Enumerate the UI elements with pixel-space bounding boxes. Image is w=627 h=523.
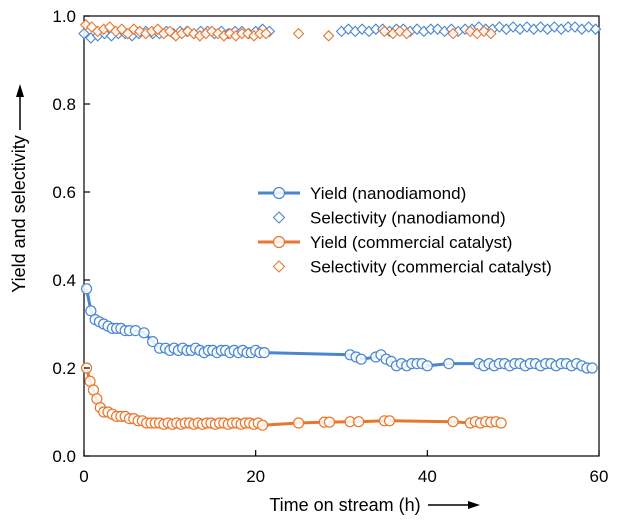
legend-item: Selectivity (nanodiamond) bbox=[272, 209, 506, 228]
series-line bbox=[85, 288, 593, 370]
y-tick-label: 0.0 bbox=[52, 447, 76, 466]
legend: Yield (nanodiamond) Selectivity (nanodiam… bbox=[258, 184, 552, 277]
data-point bbox=[292, 417, 305, 429]
legend-label: Yield (nanodiamond) bbox=[310, 184, 466, 203]
series-yield-commercial-catalyst bbox=[80, 362, 507, 431]
data-point bbox=[272, 235, 286, 249]
data-point bbox=[164, 25, 176, 38]
y-axis-arrow bbox=[16, 84, 24, 130]
x-tick-label: 60 bbox=[590, 467, 609, 486]
legend-item: Yield (nanodiamond) bbox=[258, 184, 466, 203]
data-point bbox=[586, 362, 598, 374]
data-point bbox=[147, 336, 159, 348]
data-point bbox=[589, 23, 602, 35]
x-tick-label: 20 bbox=[246, 467, 265, 486]
x-tick-label: 40 bbox=[418, 467, 437, 486]
data-point bbox=[447, 416, 459, 428]
data-point bbox=[323, 416, 336, 428]
x-axis-label: Time on stream (h) bbox=[269, 495, 420, 515]
data-point bbox=[260, 27, 272, 40]
data-point bbox=[85, 305, 97, 317]
y-tick-label: 0.2 bbox=[52, 359, 76, 378]
data-point bbox=[383, 415, 396, 427]
axes: 0 20 40 60 0.0 0.2 0.4 0.6 0.8 1.0 bbox=[52, 7, 608, 486]
plot-area bbox=[83, 15, 600, 457]
data-point bbox=[353, 416, 365, 428]
series-marks bbox=[78, 19, 602, 431]
data-point bbox=[478, 25, 490, 38]
legend-item: Selectivity (commercial catalyst) bbox=[272, 258, 552, 277]
y-tick-label: 0.6 bbox=[52, 183, 76, 202]
y-tick-label: 0.8 bbox=[52, 95, 76, 114]
data-point bbox=[78, 27, 90, 40]
data-point bbox=[443, 358, 455, 370]
x-axis-arrow bbox=[428, 501, 480, 509]
data-point bbox=[485, 27, 497, 40]
data-point bbox=[206, 25, 218, 38]
legend-label: Selectivity (nanodiamond) bbox=[310, 209, 506, 228]
data-point bbox=[138, 327, 150, 339]
data-point bbox=[322, 30, 335, 42]
y-tick-label: 0.4 bbox=[52, 271, 76, 290]
data-point bbox=[292, 27, 305, 40]
data-point bbox=[495, 417, 507, 429]
data-point bbox=[256, 419, 269, 431]
series-selectivity-commercial-catalyst bbox=[79, 19, 497, 42]
data-point bbox=[355, 353, 367, 365]
data-point bbox=[258, 347, 270, 359]
data-point bbox=[421, 360, 433, 372]
data-point bbox=[272, 260, 286, 273]
legend-label: Yield (commercial catalyst) bbox=[310, 233, 512, 252]
plot-frame bbox=[83, 15, 600, 457]
x-tick-label: 0 bbox=[79, 467, 88, 486]
data-point bbox=[400, 27, 413, 40]
series-line bbox=[85, 367, 502, 427]
y-tick-label: 1.0 bbox=[52, 7, 76, 26]
data-point bbox=[134, 25, 146, 38]
legend-item: Yield (commercial catalyst) bbox=[258, 233, 512, 252]
y-axis-label: Yield and selectivity bbox=[9, 135, 29, 292]
data-point bbox=[394, 25, 406, 38]
data-point bbox=[80, 283, 93, 295]
series-yield-nanodiamond bbox=[80, 283, 598, 374]
data-point bbox=[272, 211, 286, 224]
legend-label: Selectivity (commercial catalyst) bbox=[310, 258, 552, 277]
data-point bbox=[464, 25, 477, 38]
data-point bbox=[447, 27, 459, 40]
data-point bbox=[182, 25, 194, 38]
data-point bbox=[272, 186, 286, 200]
data-point bbox=[378, 25, 391, 38]
